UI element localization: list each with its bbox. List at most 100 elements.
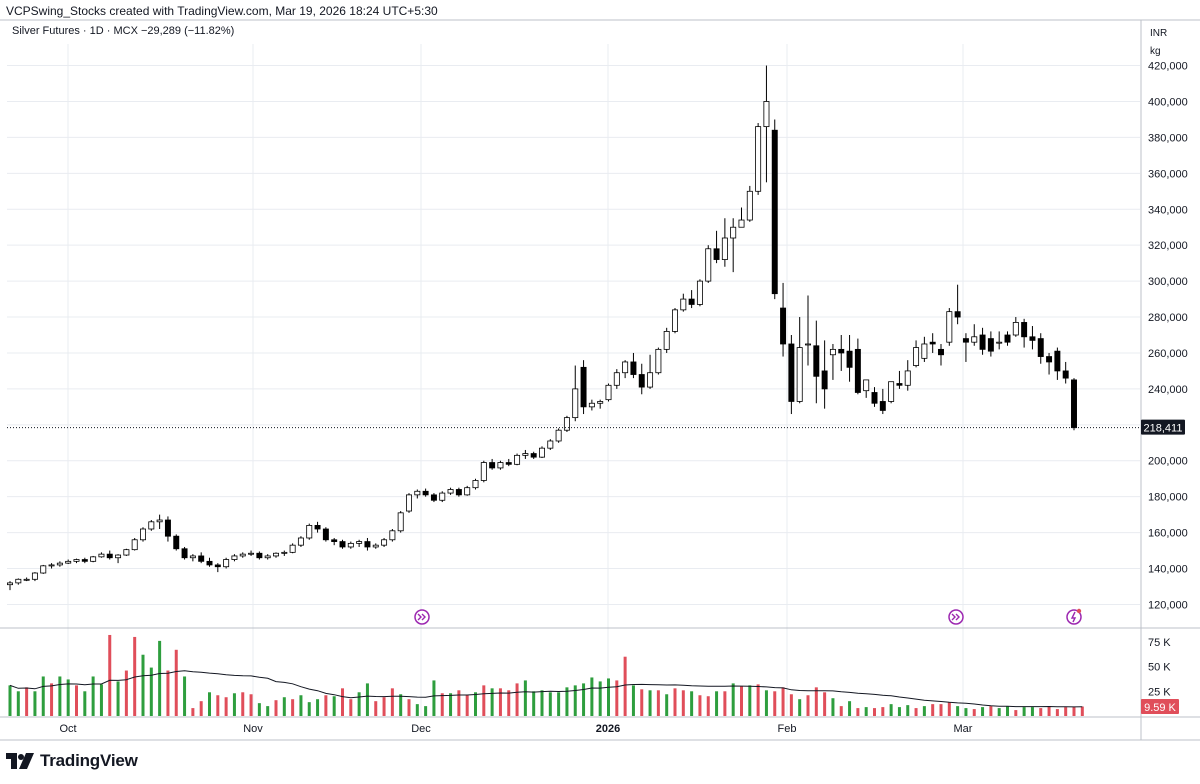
candle-body [647, 372, 654, 388]
candle-body [164, 519, 171, 537]
volume-bar [1047, 706, 1051, 716]
volume-bar [382, 697, 386, 716]
candle [638, 363, 645, 395]
tradingview-logo-text: TradingView [40, 751, 138, 770]
candle-body [422, 490, 429, 496]
volume-bar [66, 679, 70, 716]
candle-body [306, 525, 313, 539]
candle [65, 559, 72, 565]
candle-body [1062, 370, 1069, 379]
candle-body [730, 226, 737, 239]
candle [539, 446, 545, 459]
candle [347, 541, 354, 549]
volume-bar [1064, 707, 1068, 716]
candle-body [364, 541, 371, 548]
candle-body [181, 548, 188, 559]
volume-bar [316, 699, 320, 716]
candle [156, 514, 163, 529]
candle-body [73, 559, 80, 562]
candle [1004, 331, 1011, 346]
candle [705, 245, 712, 283]
candle-body [56, 562, 63, 566]
candle-body [505, 462, 512, 465]
candle-body [455, 489, 462, 496]
candle [838, 335, 845, 371]
candle-body [979, 334, 986, 350]
candle-body [15, 578, 22, 584]
candle [422, 488, 429, 497]
volume-bar [981, 707, 985, 716]
volume-bar [208, 692, 211, 716]
candle-body [231, 555, 238, 560]
dividend-event-icon[interactable] [414, 609, 430, 625]
candle [946, 308, 953, 346]
volume-bar [158, 640, 162, 716]
candle [913, 340, 920, 368]
volume-bar [532, 691, 536, 716]
candle-body [563, 417, 570, 431]
volume-bar [199, 701, 203, 716]
candle [730, 218, 737, 273]
candle-body [871, 392, 878, 404]
candle-body [331, 539, 338, 542]
volume-bar [482, 685, 486, 716]
candle [1037, 333, 1044, 364]
volume-bar [607, 678, 610, 716]
split-event-icon[interactable] [1066, 608, 1082, 625]
candle-body [713, 248, 720, 260]
candle-body [31, 572, 38, 580]
candle [996, 331, 1003, 350]
candle [198, 552, 205, 564]
volume-bar [523, 680, 527, 716]
candle [289, 543, 296, 554]
volume-bar [365, 683, 369, 716]
volume-bar [50, 683, 54, 716]
dividend-event-icon[interactable] [948, 609, 964, 625]
candle-body [771, 129, 778, 295]
candle-body [605, 384, 612, 401]
candle-body [356, 541, 363, 544]
candle [214, 563, 221, 573]
volume-bar [731, 683, 735, 716]
volume-bar [997, 708, 1001, 716]
volume-bar [573, 685, 577, 716]
volume-bar [407, 699, 411, 716]
candle-body [148, 521, 155, 530]
candle [813, 320, 820, 404]
candle [713, 230, 720, 264]
volume-bar [656, 690, 660, 716]
candle-body [996, 341, 1003, 344]
volume-bar [939, 704, 943, 716]
candle [555, 428, 562, 443]
candle-body [464, 487, 471, 496]
volume-bar [972, 709, 976, 716]
candle-body [622, 361, 629, 374]
symbol-legend[interactable]: Silver Futures · 1D · MCX −29,289 (−11.8… [12, 25, 235, 37]
volume-bar [515, 683, 519, 716]
candle-body [904, 370, 911, 386]
candle [189, 554, 196, 562]
volume-bar [307, 702, 311, 716]
candle [721, 218, 728, 267]
volume-bar [648, 690, 652, 716]
tradingview-logo[interactable]: TradingView [6, 751, 138, 771]
candle-body [580, 366, 587, 408]
candle-body [131, 539, 138, 551]
volume-tick-label: 25 K [1148, 686, 1171, 698]
price-tick-label: 300,000 [1148, 276, 1188, 288]
volume-bar [91, 676, 95, 716]
price-chart[interactable]: 120,000 140,000 160,000 180,000 200,000 240,0… [0, 0, 1200, 742]
candle [248, 550, 255, 556]
candle [688, 290, 695, 309]
volume-bar [914, 708, 918, 716]
volume-bar [33, 691, 37, 716]
volume-bar [465, 695, 469, 716]
volume-bar [399, 694, 403, 716]
candle-body [7, 582, 13, 586]
candle-body [123, 549, 130, 556]
candle-body [106, 553, 113, 559]
candle [123, 548, 130, 556]
candle-body [572, 388, 579, 419]
candle [738, 207, 745, 228]
candle [439, 491, 446, 503]
